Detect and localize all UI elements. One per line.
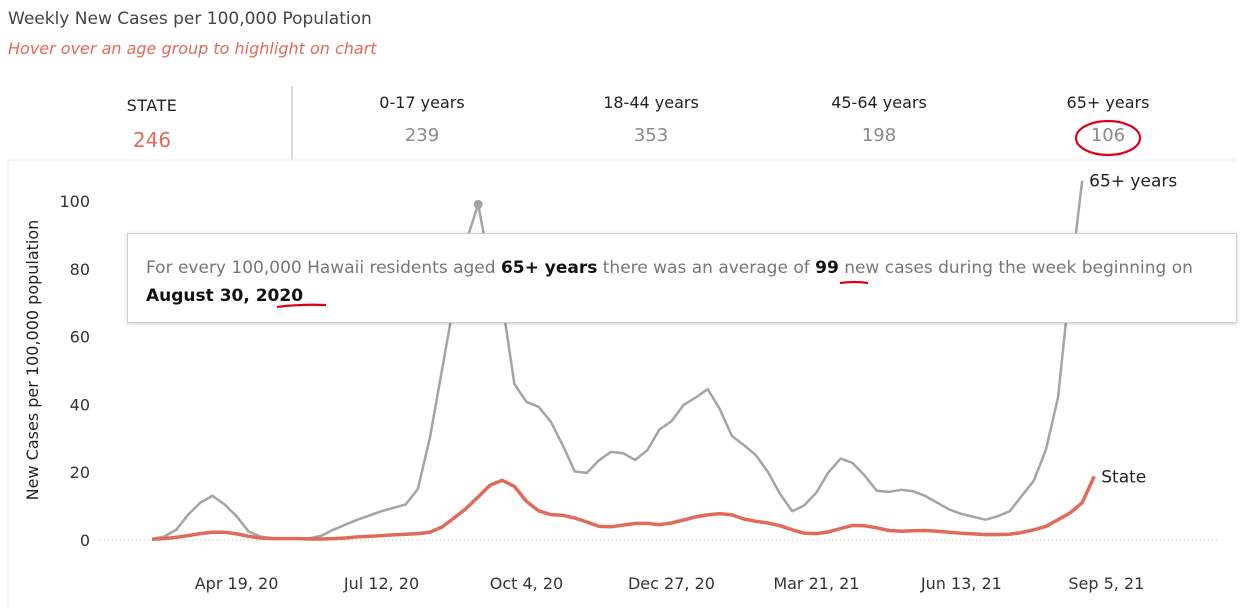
x-tick-label: Sep 5, 21 [1068,574,1144,593]
x-axis: Apr 19, 20 Jul 12, 20 Oct 4, 20 Dec 27, 20 M… [195,574,1145,593]
x-tick-label: Mar 21, 21 [773,574,859,593]
y-tick-label: 100 [59,192,90,211]
y-axis-label: New Cases per 100,000 population [23,220,42,501]
summary-group-65-plus[interactable]: 65+ years 106 [1008,93,1208,146]
tooltip-text-2: there was an average of [602,258,810,278]
summary-group-18-44[interactable]: 18-44 years 353 [551,93,751,146]
tooltip-value: 99 [815,258,839,278]
tooltip-group: 65+ years [500,258,598,278]
tooltip-date: August 30, 2020 [146,286,304,306]
group-value: 239 [404,125,440,146]
series-line-state[interactable] [151,475,1096,542]
group-value: 198 [861,125,897,146]
summary-state[interactable]: STATE 246 [52,96,252,152]
group-label: 18-44 years [603,93,699,112]
chart-subtitle: Hover over an age group to highlight on … [8,39,377,58]
tooltip-text-3: new cases during the week beginning on [844,258,1193,278]
group-value: 106 [1090,125,1126,146]
chart-title: Weekly New Cases per 100,000 Population [8,9,372,29]
group-label: 45-64 years [831,93,927,112]
summary-divider [291,86,293,160]
series-end-labels: 65+ years State [1089,172,1177,488]
x-tick-label: Jul 12, 20 [343,574,419,593]
tooltip: For every 100,000 Hawaii residents aged … [127,233,1237,323]
y-tick-label: 40 [70,395,90,414]
state-label: STATE [126,96,178,115]
annotation-circle [1074,119,1142,157]
y-tick-label: 60 [70,328,90,347]
state-value: 246 [132,128,172,152]
y-tick-label: 0 [80,531,90,550]
y-axis: 0 20 40 60 80 100 [59,192,90,550]
series-end-label: State [1101,467,1146,487]
x-tick-label: Dec 27, 20 [628,574,715,593]
summary-group-0-17[interactable]: 0-17 years 239 [322,93,522,146]
highlight-point[interactable] [473,199,483,209]
series-lines [151,180,1096,542]
y-tick-label: 20 [70,463,90,482]
tooltip-text-1: For every 100,000 Hawaii residents aged [146,258,496,278]
x-tick-label: Apr 19, 20 [195,574,279,593]
group-label: 65+ years [1066,93,1150,112]
x-tick-label: Jun 13, 21 [920,574,1002,593]
series-end-label: 65+ years [1089,172,1177,192]
group-label: 0-17 years [379,93,465,112]
y-tick-label: 80 [70,260,90,279]
summary-group-45-64[interactable]: 45-64 years 198 [779,93,979,146]
group-value: 353 [633,125,669,146]
x-tick-label: Oct 4, 20 [490,574,563,593]
